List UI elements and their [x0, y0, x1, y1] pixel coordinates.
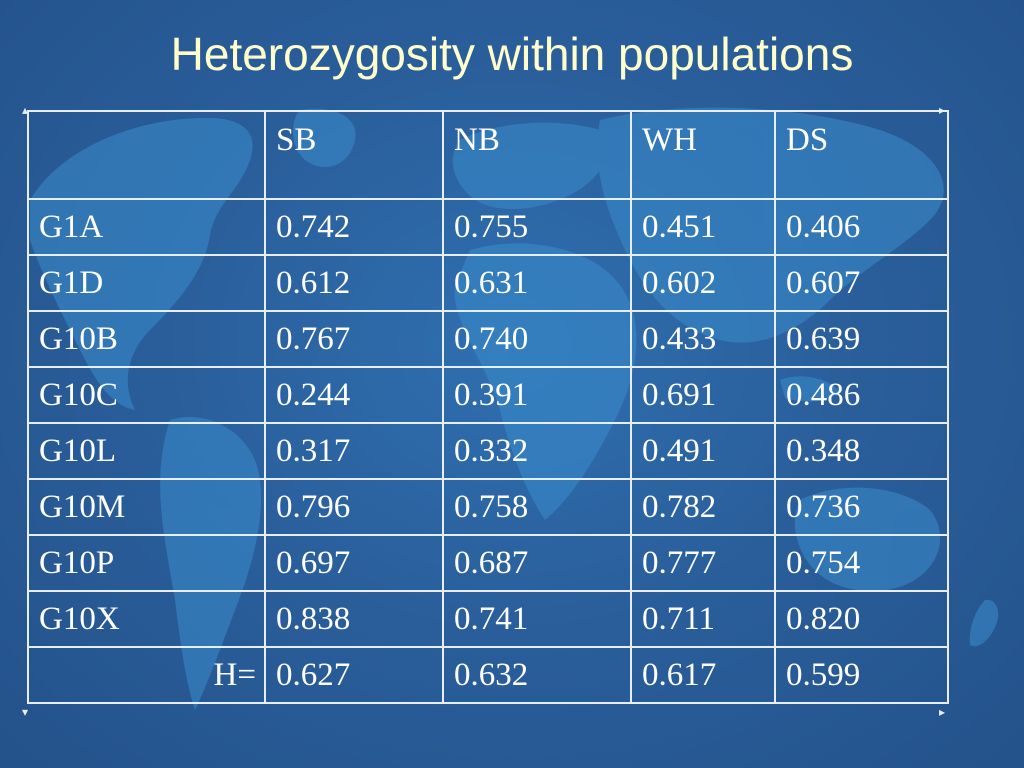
table-cell: 0.838: [264, 590, 444, 648]
table-row: G10M 0.796 0.758 0.782 0.736: [27, 478, 949, 536]
table-row: G10L 0.317 0.332 0.491 0.348: [27, 422, 949, 480]
row-label: G10B: [27, 310, 266, 368]
slide-title: Heterozygosity within populations: [170, 28, 854, 80]
column-header-empty: [27, 110, 266, 200]
arrowhead-top-left-icon: ▴: [22, 103, 29, 117]
table-header-row: SB NB WH DS: [27, 110, 949, 200]
table-cell: 0.631: [442, 254, 632, 312]
table-cell: 0.754: [774, 534, 949, 592]
column-header-ds: DS: [774, 110, 949, 200]
table-cell: 0.406: [774, 198, 949, 256]
row-label: G1A: [27, 198, 266, 256]
summary-cell: 0.632: [442, 646, 632, 704]
table-cell: 0.687: [442, 534, 632, 592]
table-cell: 0.602: [630, 254, 776, 312]
table-cell: 0.244: [264, 366, 444, 424]
table-row: G1A 0.742 0.755 0.451 0.406: [27, 198, 949, 256]
table-cell: 0.767: [264, 310, 444, 368]
row-label: G10X: [27, 590, 266, 648]
table-cell: 0.607: [774, 254, 949, 312]
table-cell: 0.612: [264, 254, 444, 312]
summary-cell: 0.617: [630, 646, 776, 704]
table-cell: 0.332: [442, 422, 632, 480]
table-cell: 0.486: [774, 366, 949, 424]
table-cell: 0.782: [630, 478, 776, 536]
heterozygosity-table: SB NB WH DS G1A 0.742 0.755 0.451 0.406 …: [27, 110, 949, 704]
table-cell: 0.741: [442, 590, 632, 648]
table-cell: 0.820: [774, 590, 949, 648]
table-row: G1D 0.612 0.631 0.602 0.607: [27, 254, 949, 312]
table-row: G10X 0.838 0.741 0.711 0.820: [27, 590, 949, 648]
arrowhead-top-right-icon: ▸: [939, 103, 946, 117]
map-new-zealand: [969, 599, 999, 647]
table-cell: 0.755: [442, 198, 632, 256]
table-cell: 0.736: [774, 478, 949, 536]
table-cell: 0.742: [264, 198, 444, 256]
table-cell: 0.740: [442, 310, 632, 368]
table-cell: 0.317: [264, 422, 444, 480]
table-cell: 0.697: [264, 534, 444, 592]
row-label: G1D: [27, 254, 266, 312]
summary-cell: 0.627: [264, 646, 444, 704]
column-header-nb: NB: [442, 110, 632, 200]
table-cell: 0.758: [442, 478, 632, 536]
table-cell: 0.796: [264, 478, 444, 536]
table-row: G10C 0.244 0.391 0.691 0.486: [27, 366, 949, 424]
row-label: G10P: [27, 534, 266, 592]
row-label: G10C: [27, 366, 266, 424]
table-cell: 0.711: [630, 590, 776, 648]
table-row: G10P 0.697 0.687 0.777 0.754: [27, 534, 949, 592]
table-cell: 0.348: [774, 422, 949, 480]
row-label: G10L: [27, 422, 266, 480]
table-cell: 0.691: [630, 366, 776, 424]
table-cell: 0.433: [630, 310, 776, 368]
arrowhead-bottom-right-icon: ▸: [939, 705, 946, 719]
column-header-sb: SB: [264, 110, 444, 200]
column-header-wh: WH: [630, 110, 776, 200]
table-cell: 0.777: [630, 534, 776, 592]
table-cell: 0.639: [774, 310, 949, 368]
table-cell: 0.451: [630, 198, 776, 256]
table-cell: 0.391: [442, 366, 632, 424]
arrowhead-bottom-left-icon: ▾: [22, 705, 29, 719]
summary-cell: 0.599: [774, 646, 949, 704]
table-cell: 0.491: [630, 422, 776, 480]
summary-row: H= 0.627 0.632 0.617 0.599: [27, 646, 949, 704]
table-row: G10B 0.767 0.740 0.433 0.639: [27, 310, 949, 368]
summary-label: H=: [27, 646, 266, 704]
row-label: G10M: [27, 478, 266, 536]
